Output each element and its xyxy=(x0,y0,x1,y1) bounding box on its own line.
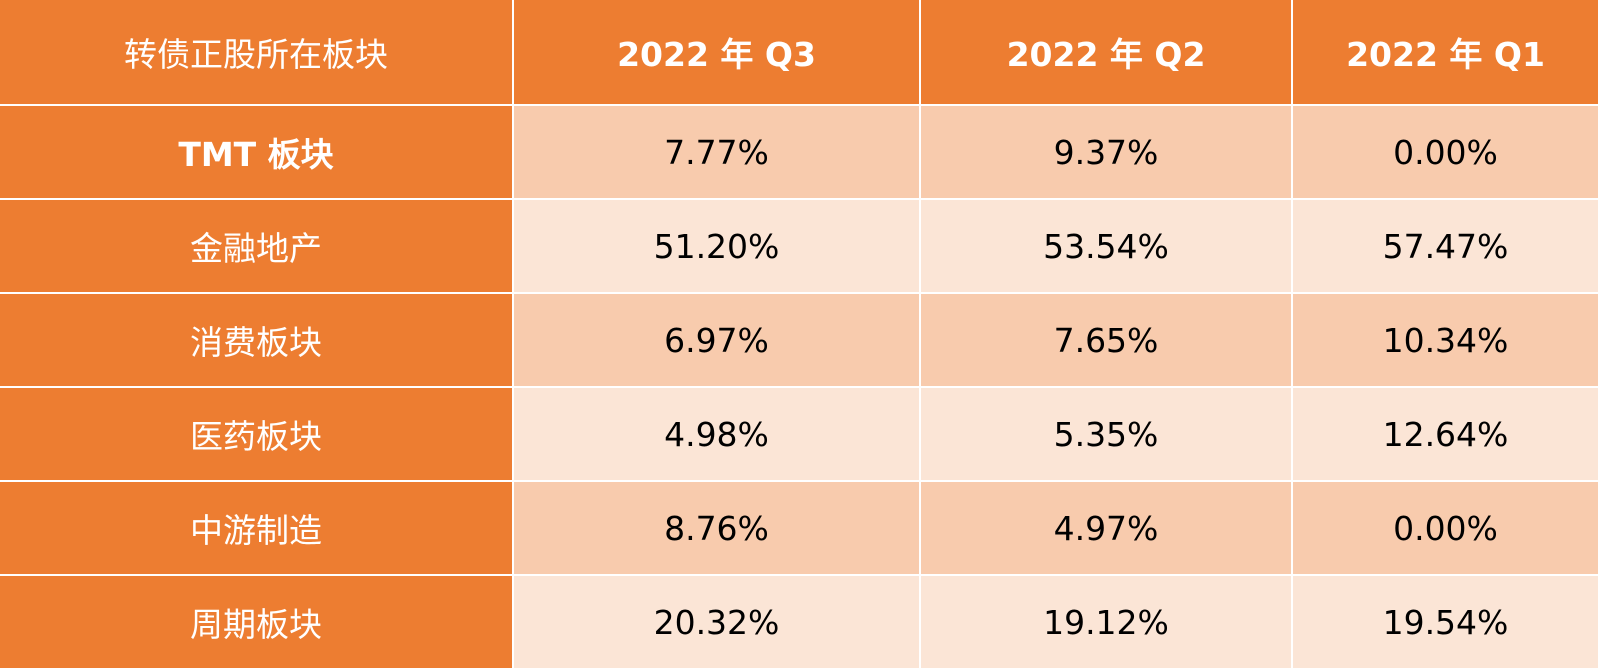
header-cell: 转债正股所在板块 xyxy=(0,0,514,106)
value-cell: 51.20% xyxy=(512,198,921,294)
row-label: 金融地产 xyxy=(0,198,514,294)
value-cell: 4.97% xyxy=(919,480,1293,576)
value-cell: 12.64% xyxy=(1291,386,1598,482)
row-label: 中游制造 xyxy=(0,480,514,576)
value-cell: 8.76% xyxy=(512,480,921,576)
value-cell: 20.32% xyxy=(512,574,921,668)
header-cell: 2022 年 Q2 xyxy=(919,0,1293,106)
value-cell: 53.54% xyxy=(919,198,1293,294)
row-label: TMT 板块 xyxy=(0,104,514,200)
value-cell: 57.47% xyxy=(1291,198,1598,294)
table-row: 金融地产 51.20% 53.54% 57.47% xyxy=(0,198,1598,294)
value-cell: 19.54% xyxy=(1291,574,1598,668)
row-label: 消费板块 xyxy=(0,292,514,388)
table-row: TMT 板块 7.77% 9.37% 0.00% xyxy=(0,104,1598,200)
value-cell: 0.00% xyxy=(1291,104,1598,200)
header-row: 转债正股所在板块 2022 年 Q3 2022 年 Q2 2022 年 Q1 xyxy=(0,0,1598,106)
table-row: 周期板块 20.32% 19.12% 19.54% xyxy=(0,574,1598,668)
table-row: 医药板块 4.98% 5.35% 12.64% xyxy=(0,386,1598,482)
value-cell: 10.34% xyxy=(1291,292,1598,388)
row-label: 医药板块 xyxy=(0,386,514,482)
row-label: 周期板块 xyxy=(0,574,514,668)
value-cell: 19.12% xyxy=(919,574,1293,668)
value-cell: 7.65% xyxy=(919,292,1293,388)
table-body: TMT 板块 7.77% 9.37% 0.00% 金融地产 51.20% 53.54% 57.… xyxy=(0,104,1598,668)
value-cell: 7.77% xyxy=(512,104,921,200)
value-cell: 4.98% xyxy=(512,386,921,482)
header-cell: 2022 年 Q1 xyxy=(1291,0,1598,106)
value-cell: 5.35% xyxy=(919,386,1293,482)
table-row: 中游制造 8.76% 4.97% 0.00% xyxy=(0,480,1598,576)
header-cell: 2022 年 Q3 xyxy=(512,0,921,106)
value-cell: 0.00% xyxy=(1291,480,1598,576)
value-cell: 6.97% xyxy=(512,292,921,388)
table-row: 消费板块 6.97% 7.65% 10.34% xyxy=(0,292,1598,388)
value-cell: 9.37% xyxy=(919,104,1293,200)
